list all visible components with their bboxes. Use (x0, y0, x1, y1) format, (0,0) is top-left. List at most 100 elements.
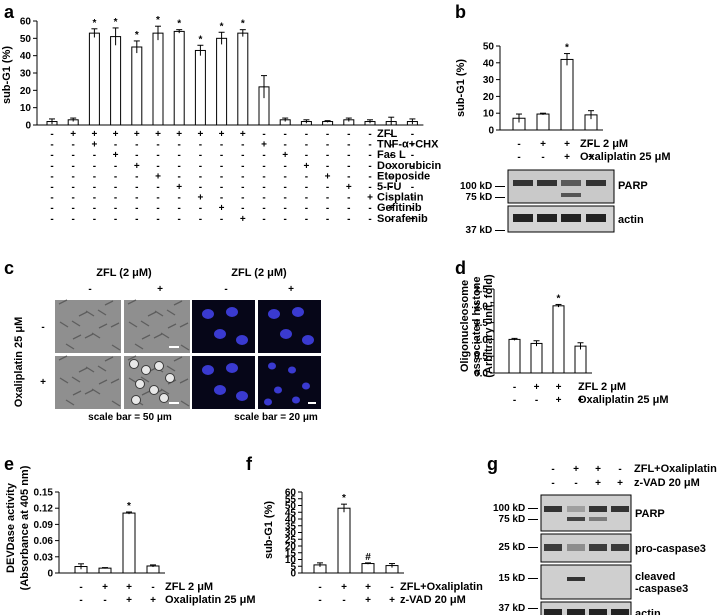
apoptotic-cell (141, 365, 151, 375)
blot-g-actin-band (567, 609, 585, 615)
cell-shape (59, 321, 69, 328)
blot-b-parp-band (586, 180, 606, 186)
condition-sign-a: - (390, 161, 393, 172)
blot-g-actin-band (589, 609, 607, 615)
y-axis-label-e: (Absorbance at 405 nm) (19, 465, 31, 590)
nucleus (274, 386, 282, 394)
cell-shape (110, 322, 120, 328)
condition-sign-a: - (50, 161, 53, 172)
y-tick-label-f: 10 (285, 555, 297, 566)
condition-sign-a: - (93, 182, 96, 193)
bar-a-5 (152, 32, 164, 126)
condition-sign-a: - (347, 214, 350, 225)
nucleus (264, 398, 272, 406)
apoptotic-cell (154, 361, 164, 371)
micro-row-label: Oxaliplatin 25 μM (13, 317, 25, 407)
condition-sign-a: - (305, 214, 308, 225)
microscopy-panel-c: ZFL (2 μM) ZFL (2 μM)- + - +Oxaliplatin 25 μ… (13, 267, 321, 423)
y-tick-label-a: 50 (20, 34, 32, 45)
condition-sign-d: + (578, 395, 584, 406)
y-tick-label-f: 55 (285, 494, 297, 505)
condition-sign-a: - (135, 150, 138, 161)
condition-sign-a: - (220, 171, 223, 182)
condition-sign-d: - (579, 382, 582, 393)
cell-shape (141, 334, 151, 340)
y-axis-label-d: (Arbitrary unit, fold) (483, 274, 495, 378)
condition-sign-a: - (178, 193, 181, 204)
significance-mark-a-4: * (135, 30, 139, 41)
condition-sign-a: - (93, 161, 96, 172)
scale-bar-left (169, 346, 179, 348)
condition-sign-a: - (114, 193, 117, 204)
condition-sign-a: - (50, 182, 53, 193)
y-tick-label-a: 60 (20, 17, 32, 28)
cell-shape (85, 366, 95, 373)
condition-sign-a: - (284, 193, 287, 204)
y-tick-label-f: 50 (285, 501, 297, 512)
condition-sign-a: - (262, 193, 265, 204)
condition-sign-a: - (93, 203, 96, 214)
condition-sign-a: - (93, 150, 96, 161)
bar-d-0 (508, 338, 521, 374)
blot-b-marker: 75 kD — (466, 192, 505, 203)
condition-sign-a: - (156, 161, 159, 172)
micro-row-sign: + (40, 377, 46, 388)
cell-shape (134, 343, 144, 350)
condition-sign-f: - (390, 582, 393, 593)
significance-mark-e-2: * (127, 501, 131, 512)
condition-sign-a: + (113, 129, 119, 140)
blot-g-sign: - (551, 478, 554, 489)
bar-b-1 (536, 113, 550, 131)
y-tick-label-f: 60 (285, 488, 297, 499)
condition-sign-a: - (305, 193, 308, 204)
bar-f-1 (337, 507, 351, 574)
cell-shape (85, 310, 95, 317)
cell-shape (128, 321, 138, 328)
nucleus (280, 329, 292, 339)
micro-col-sign: + (157, 284, 163, 295)
blot-g-sign: + (595, 464, 601, 475)
bar-a-3 (110, 36, 122, 126)
significance-mark-a-2: * (92, 18, 96, 29)
cell-shape (59, 377, 69, 384)
nucleus (226, 307, 238, 317)
nucleus (214, 329, 226, 339)
cell-shape (167, 323, 177, 329)
blot-g-parp-cleaved (589, 517, 607, 521)
y-tick-label-b: 30 (483, 75, 495, 86)
condition-sign-a: - (368, 140, 371, 151)
condition-sign-a: - (156, 140, 159, 151)
blot-g-header-label: ZFL+Oxaliplatin (634, 463, 717, 475)
condition-sign-a: - (411, 193, 414, 204)
condition-sign-f: - (318, 595, 321, 606)
panel-letter-a: a (4, 2, 15, 22)
blot-g-procasp-band (611, 544, 629, 551)
bar-a-8 (216, 37, 228, 126)
condition-sign-a: - (156, 193, 159, 204)
condition-sign-a: - (50, 171, 53, 182)
blot-g-band-label: actin (635, 608, 661, 615)
condition-sign-b: + (564, 152, 570, 163)
condition-sign-a: - (220, 182, 223, 193)
condition-sign-a: - (156, 150, 159, 161)
condition-label-a: Gefitinib (377, 202, 422, 214)
condition-label-a: Sorafenib (377, 213, 428, 225)
blot-b-cleaved-band (561, 193, 581, 197)
condition-sign-a: - (199, 203, 202, 214)
y-tick-label-a: 30 (20, 69, 32, 80)
y-tick-label-e: 0.06 (34, 536, 54, 547)
blot-b-parp-strip (507, 169, 615, 204)
condition-sign-a: - (114, 203, 117, 214)
condition-sign-a: - (390, 182, 393, 193)
condition-sign-a: - (50, 193, 53, 204)
condition-sign-a: + (134, 129, 140, 140)
nucleus (302, 335, 314, 345)
cell-shape (97, 365, 107, 372)
bar-a-9 (237, 32, 249, 126)
blot-g-strip (540, 494, 632, 532)
cell-shape (179, 378, 189, 384)
y-tick-label-b: 50 (483, 42, 495, 53)
condition-sign-a: - (347, 193, 350, 204)
blot-b-parp-band (561, 180, 581, 186)
condition-sign-a: - (326, 214, 329, 225)
